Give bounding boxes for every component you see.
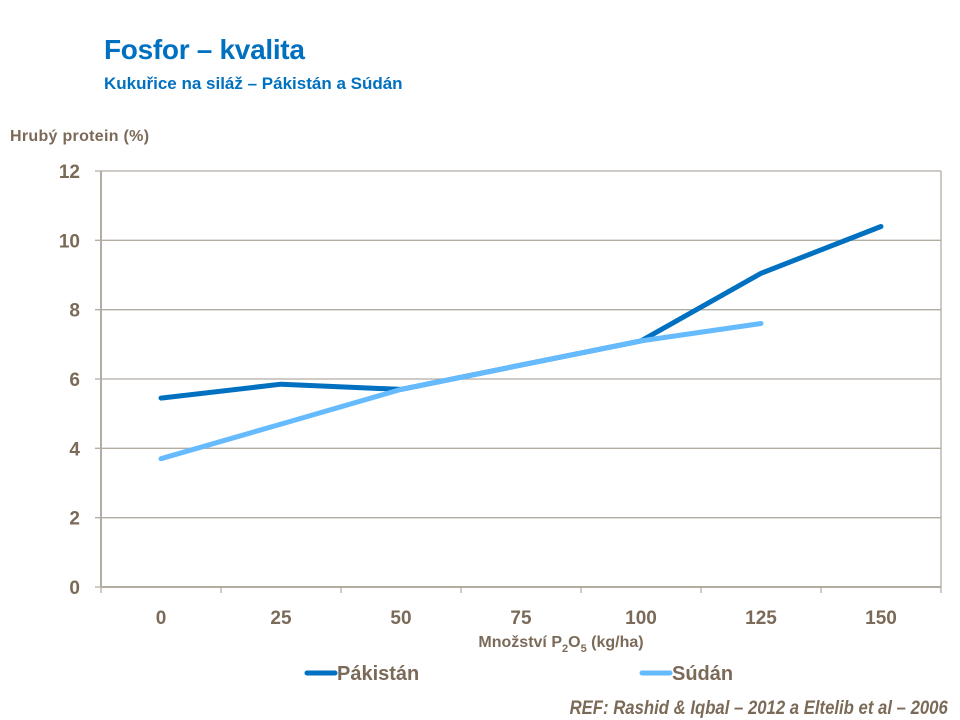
y-axis-label: Hrubý protein (%) xyxy=(10,128,150,145)
legend-label: Súdán xyxy=(672,663,733,685)
legend-item: Súdán xyxy=(639,663,733,685)
y-tick-label: 6 xyxy=(69,370,80,391)
x-tick-label: 100 xyxy=(625,608,657,629)
y-axis-ticks: 0 2 4 6 8 10 12 xyxy=(59,162,81,599)
x-axis-ticks: 0 25 50 75 100 125 150 xyxy=(156,608,897,629)
x-tick-label: 75 xyxy=(510,608,532,629)
axes xyxy=(100,171,942,593)
legend-label: Pákistán xyxy=(337,663,419,685)
gridlines xyxy=(95,170,941,588)
y-tick-label: 0 xyxy=(69,578,80,599)
x-tick-label: 25 xyxy=(270,608,292,629)
x-tick-label: 150 xyxy=(865,608,897,629)
series-lines xyxy=(158,224,884,462)
page-subtitle: Kukuřice na siláž – Pákistán a Súdán xyxy=(104,74,403,93)
legend-item: Pákistán xyxy=(304,663,419,685)
series-line-1 xyxy=(158,321,764,462)
y-tick-label: 2 xyxy=(69,509,80,530)
x-axis-label: Množství P2O5 (kg/ha) xyxy=(478,634,643,655)
reference-note: REF: Rashid & Iqbal – 2012 a Eltelib et … xyxy=(569,698,948,719)
y-tick-label: 10 xyxy=(59,231,80,252)
series-line-0 xyxy=(158,224,884,401)
y-tick-label: 8 xyxy=(69,301,80,322)
x-tick-label: 0 xyxy=(156,608,167,629)
y-tick-label: 12 xyxy=(59,162,80,183)
x-tick-label: 125 xyxy=(745,608,777,629)
legend: Pákistán Súdán xyxy=(304,663,733,685)
x-tick-label: 50 xyxy=(390,608,411,629)
page-title: Fosfor – kvalita xyxy=(104,34,305,65)
y-tick-label: 4 xyxy=(69,439,80,460)
